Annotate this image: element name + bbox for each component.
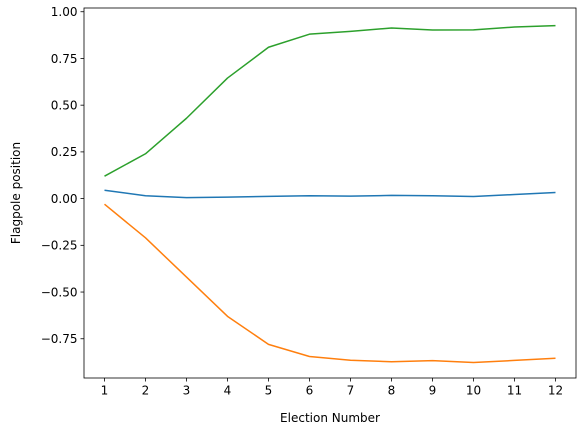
y-tick-label: −0.50	[41, 285, 78, 299]
x-tick-label: 10	[466, 384, 481, 398]
y-tick-label: −0.75	[41, 332, 78, 346]
y-tick-label: 0.50	[51, 98, 78, 112]
y-tick-label: −0.25	[41, 239, 78, 253]
series-line-2	[104, 203, 556, 364]
x-tick-label: 11	[507, 384, 522, 398]
axes-frame	[83, 7, 577, 379]
y-tick-label: 0.00	[51, 192, 78, 206]
y-tick-label: 1.00	[51, 5, 78, 19]
axes: 1 2 3 4 5 6 7 8 9 10 11 12−0.75−0.50−0.250.000.250.…	[41, 5, 577, 398]
x-tick-label: 6	[306, 384, 314, 398]
series-line-1	[104, 189, 556, 199]
x-tick-label: 3	[183, 384, 191, 398]
x-tick-label: 9	[429, 384, 437, 398]
x-axis-label: Election Number	[280, 411, 380, 425]
x-tick-label: 2	[142, 384, 150, 398]
series-line-3	[104, 24, 556, 177]
y-axis-label: Flagpole position	[9, 142, 23, 244]
x-tick-label: 1	[101, 384, 109, 398]
x-tick-label: 7	[347, 384, 355, 398]
x-tick-label: 8	[388, 384, 396, 398]
y-tick-label: 0.25	[51, 145, 78, 159]
plot-area	[104, 24, 556, 364]
x-tick-label: 4	[224, 384, 232, 398]
x-tick-label: 5	[265, 384, 273, 398]
x-tick-label: 12	[548, 384, 563, 398]
y-tick-label: 0.75	[51, 52, 78, 66]
